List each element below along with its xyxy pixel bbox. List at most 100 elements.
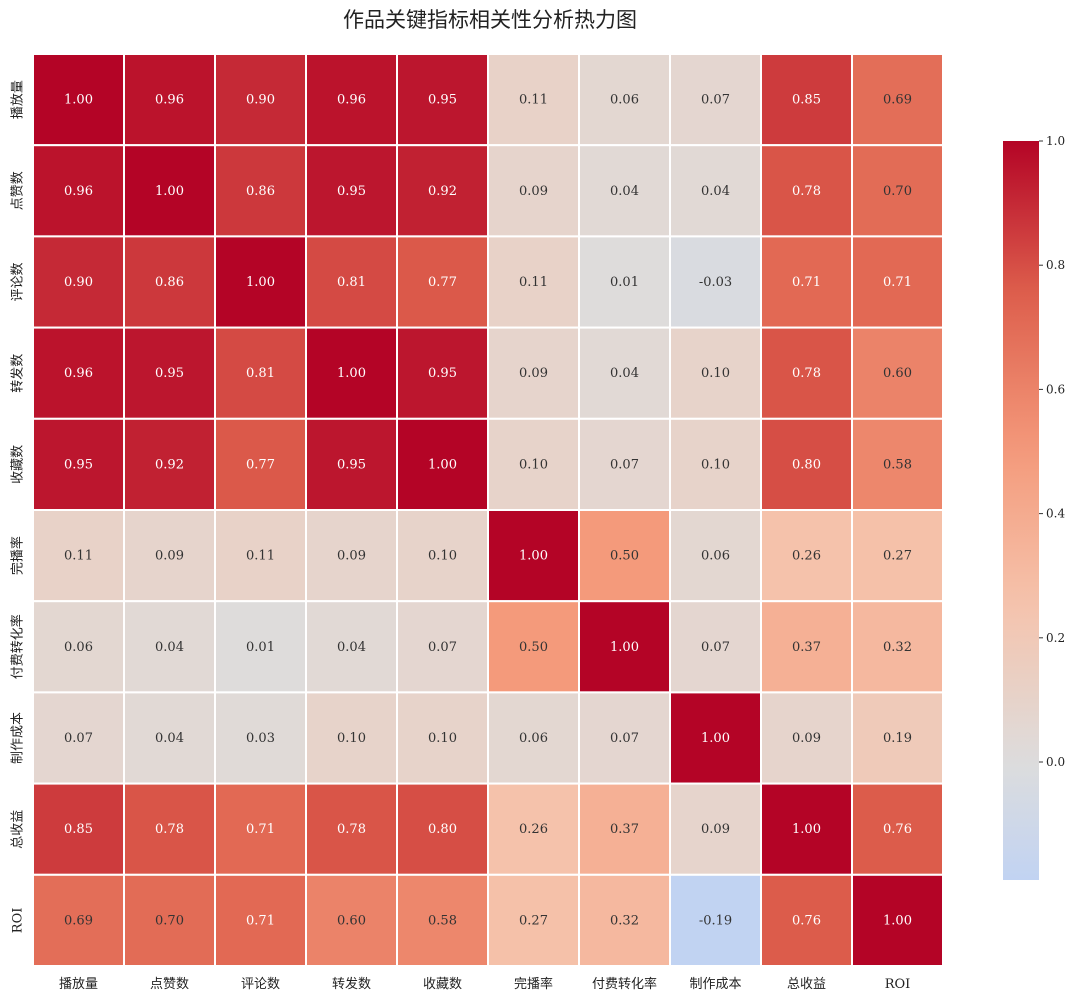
row-tick-label: 制作成本: [11, 712, 26, 764]
cell-value-label: 0.76: [883, 822, 912, 837]
heatmap-cell: [760, 417, 853, 511]
colorbar: [1003, 141, 1039, 880]
heatmap-cell: [669, 873, 762, 967]
heatmap-cell: [578, 417, 671, 511]
cell-value-label: 0.10: [428, 731, 457, 746]
heatmap-cells: 1.00 0.96 0.90 0.96 0.95 0.11 0.06 0.07 0.85 0.69…: [32, 53, 944, 967]
cell-value-label: 0.71: [246, 913, 275, 928]
heatmap-cell: [851, 144, 944, 238]
row-tick-label: 完播率: [10, 536, 26, 575]
cell-value-label: 0.96: [337, 93, 366, 108]
cell-value-label: -0.19: [699, 913, 732, 928]
column-tick-label: ROI: [885, 977, 911, 992]
cell-value-label: 0.09: [519, 184, 548, 199]
heatmap-cell: [851, 691, 944, 785]
cell-value-label: 0.04: [610, 184, 639, 199]
heatmap-cell: [669, 235, 762, 329]
heatmap-cell: [123, 417, 216, 511]
cell-value-label: 0.11: [246, 549, 275, 564]
cell-value-label: 0.78: [792, 184, 821, 199]
heatmap-cell: [123, 235, 216, 329]
cell-value-label: 0.69: [883, 93, 912, 108]
cell-value-label: 0.11: [64, 549, 93, 564]
heatmap-cell: [32, 53, 125, 147]
cell-value-label: 0.86: [246, 184, 275, 199]
cell-value-label: 0.78: [337, 822, 366, 837]
heatmap-cell: [487, 873, 580, 967]
heatmap-cell: [32, 326, 125, 420]
cell-value-label: 0.70: [155, 913, 184, 928]
heatmap-cell: [305, 873, 398, 967]
cell-value-label: 0.07: [701, 640, 730, 655]
heatmap-cell: [305, 509, 398, 603]
cell-value-label: 0.76: [792, 913, 821, 928]
cell-value-label: 0.07: [701, 93, 730, 108]
cell-value-label: 0.58: [883, 457, 912, 472]
cell-value-label: 1.00: [64, 93, 93, 108]
cell-value-label: 0.19: [883, 731, 912, 746]
heatmap-cell: [32, 782, 125, 876]
cell-value-label: 0.71: [246, 822, 275, 837]
cell-value-label: 0.04: [701, 184, 730, 199]
heatmap-cell: [214, 235, 307, 329]
cell-value-label: 0.90: [246, 93, 275, 108]
heatmap-cell: [669, 782, 762, 876]
cell-value-label: 0.50: [610, 549, 639, 564]
cell-value-label: 0.04: [155, 640, 184, 655]
cell-value-label: 0.06: [64, 640, 93, 655]
cell-value-label: 0.69: [64, 913, 93, 928]
heatmap-cell: [851, 600, 944, 694]
heatmap-cell: [123, 53, 216, 147]
column-tick-label: 转发数: [332, 976, 371, 992]
column-tick-label: 付费转化率: [592, 976, 657, 992]
cell-value-label: 0.95: [155, 366, 184, 381]
cell-value-label: 0.06: [519, 731, 548, 746]
cell-value-label: 0.71: [883, 275, 912, 290]
cell-value-label: 0.07: [610, 457, 639, 472]
heatmap-cell: [396, 873, 489, 967]
heatmap-cell: [578, 600, 671, 694]
cell-value-label: 0.70: [883, 184, 912, 199]
row-tick-label: 评论数: [11, 262, 26, 301]
cell-value-label: 0.26: [519, 822, 548, 837]
cell-value-label: 0.09: [701, 822, 730, 837]
heatmap-cell: [123, 144, 216, 238]
heatmap-cell: [487, 417, 580, 511]
heatmap-cell: [487, 691, 580, 785]
colorbar-tick-label: 0.0: [1046, 755, 1065, 769]
column-tick-label: 评论数: [241, 977, 280, 992]
heatmap-cell: [851, 53, 944, 147]
colorbar-ticks: 0.0 0.2 0.4 0.6 0.8 1.0: [1039, 134, 1065, 769]
cell-value-label: 0.06: [701, 549, 730, 564]
heatmap-cell: [760, 782, 853, 876]
heatmap-cell: [760, 144, 853, 238]
heatmap-cell: [669, 417, 762, 511]
cell-value-label: 0.95: [64, 457, 93, 472]
heatmap-cell: [760, 600, 853, 694]
heatmap-cell: [396, 691, 489, 785]
cell-value-label: 0.26: [792, 549, 821, 564]
heatmap-cell: [214, 782, 307, 876]
heatmap-cell: [214, 873, 307, 967]
cell-value-label: 0.09: [155, 549, 184, 564]
heatmap-cell: [578, 144, 671, 238]
cell-value-label: 0.58: [428, 913, 457, 928]
cell-value-label: 0.04: [337, 640, 366, 655]
row-tick-label: ROI: [11, 908, 26, 934]
heatmap-cell: [578, 873, 671, 967]
cell-value-label: 1.00: [428, 457, 457, 472]
chart-title: 作品关键指标相关性分析热力图: [343, 8, 637, 32]
cell-value-label: 0.86: [155, 275, 184, 290]
cell-value-label: 0.71: [792, 275, 821, 290]
cell-value-label: 0.81: [337, 275, 366, 290]
heatmap-cell: [123, 691, 216, 785]
cell-value-label: 0.37: [610, 822, 639, 837]
column-tick-label: 收藏数: [423, 977, 462, 992]
heatmap-cell: [760, 326, 853, 420]
heatmap-cell: [305, 691, 398, 785]
column-tick-label: 总收益: [787, 977, 826, 992]
cell-value-label: 0.10: [428, 549, 457, 564]
heatmap-cell: [487, 144, 580, 238]
heatmap-cell: [32, 235, 125, 329]
cell-value-label: 0.07: [64, 731, 93, 746]
